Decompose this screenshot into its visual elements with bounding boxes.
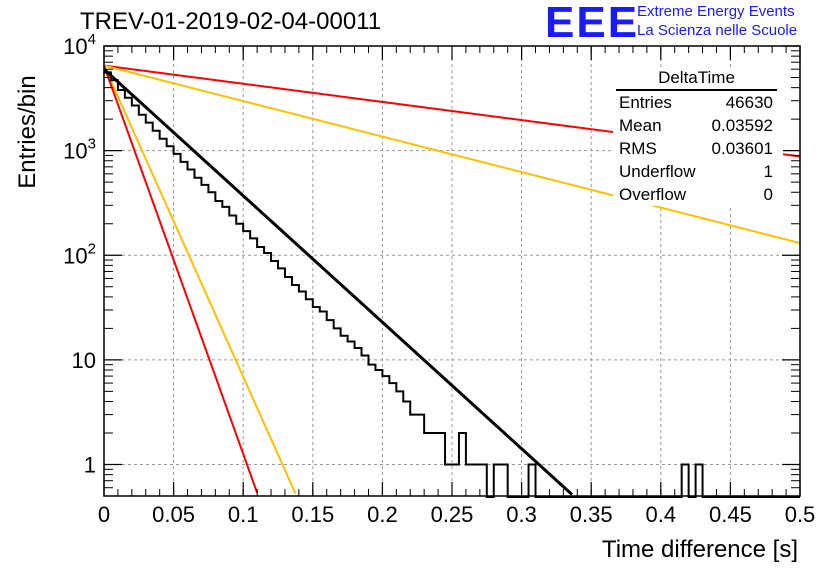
- x-axis: 0 0.05 0.1 0.15 0.2 0.25 0.3 0.35 0.4 0.45 0.5: [98, 46, 815, 527]
- x-tick-label: 0.3: [506, 502, 537, 527]
- y-tick-label: 103: [63, 136, 96, 164]
- x-tick-label: 0.2: [367, 502, 398, 527]
- y-tick-base: 10: [63, 34, 87, 59]
- y-axis-label: Entries/bin: [14, 75, 41, 189]
- stats-label: Underflow: [619, 162, 696, 181]
- x-tick-label: 0: [98, 502, 110, 527]
- x-tick-label: 0.4: [646, 502, 677, 527]
- y-tick-exponent: 4: [88, 31, 96, 48]
- x-axis-label: Time difference [s]: [601, 536, 798, 563]
- stats-row-mean: Mean 0.03592: [613, 114, 783, 137]
- stats-label: Overflow: [619, 185, 687, 204]
- stats-value: 46630: [725, 93, 773, 112]
- stats-value: 0.03601: [711, 139, 773, 158]
- x-tick-label: 0.45: [709, 502, 752, 527]
- y-tick-exponent: 2: [88, 240, 96, 257]
- x-tick-label: 0.15: [291, 502, 334, 527]
- x-tick-label: 0.35: [570, 502, 613, 527]
- stats-row-rms: RMS 0.03601: [613, 137, 783, 160]
- y-tick-label: 102: [63, 240, 96, 268]
- reference-curve: [103, 65, 297, 494]
- x-tick-label: 0.05: [152, 502, 195, 527]
- stats-title: DeltaTime: [616, 68, 777, 91]
- y-tick-label: 1: [84, 453, 96, 478]
- eee-logo: EEE: [545, 0, 640, 47]
- reference-curve: [103, 64, 801, 245]
- x-tick-label: 0.5: [785, 502, 816, 527]
- y-tick-label: 104: [63, 31, 96, 59]
- y-tick-label: 10: [72, 348, 96, 373]
- logo-subtitle-2: La Scienza nelle Scuole: [637, 22, 798, 39]
- stats-label: Entries: [619, 93, 672, 112]
- stats-label: RMS: [619, 139, 657, 158]
- y-tick-base: 10: [63, 139, 87, 164]
- histogram-series: [103, 71, 800, 498]
- logo-subtitle-1: Extreme Energy Events: [637, 3, 795, 20]
- y-tick-exponent: 3: [88, 136, 96, 153]
- stats-value: 1: [763, 162, 773, 181]
- stats-row-overflow: Overflow 0: [613, 183, 783, 206]
- stats-label: Mean: [619, 116, 662, 135]
- stats-box: DeltaTime Entries 46630 Mean 0.03592 RMS…: [613, 68, 783, 206]
- stats-row-underflow: Underflow 1: [613, 160, 783, 183]
- fit-line: [102, 68, 574, 496]
- x-tick-label: 0.1: [228, 502, 259, 527]
- x-tick-label: 0.25: [431, 502, 474, 527]
- y-tick-base: 10: [63, 243, 87, 268]
- stats-value: 0.03592: [711, 116, 773, 135]
- chart-title: TREV-01-2019-02-04-00011: [80, 8, 382, 35]
- stats-row-entries: Entries 46630: [613, 91, 783, 114]
- stats-value: 0: [763, 185, 773, 204]
- reference-curve: [103, 65, 259, 494]
